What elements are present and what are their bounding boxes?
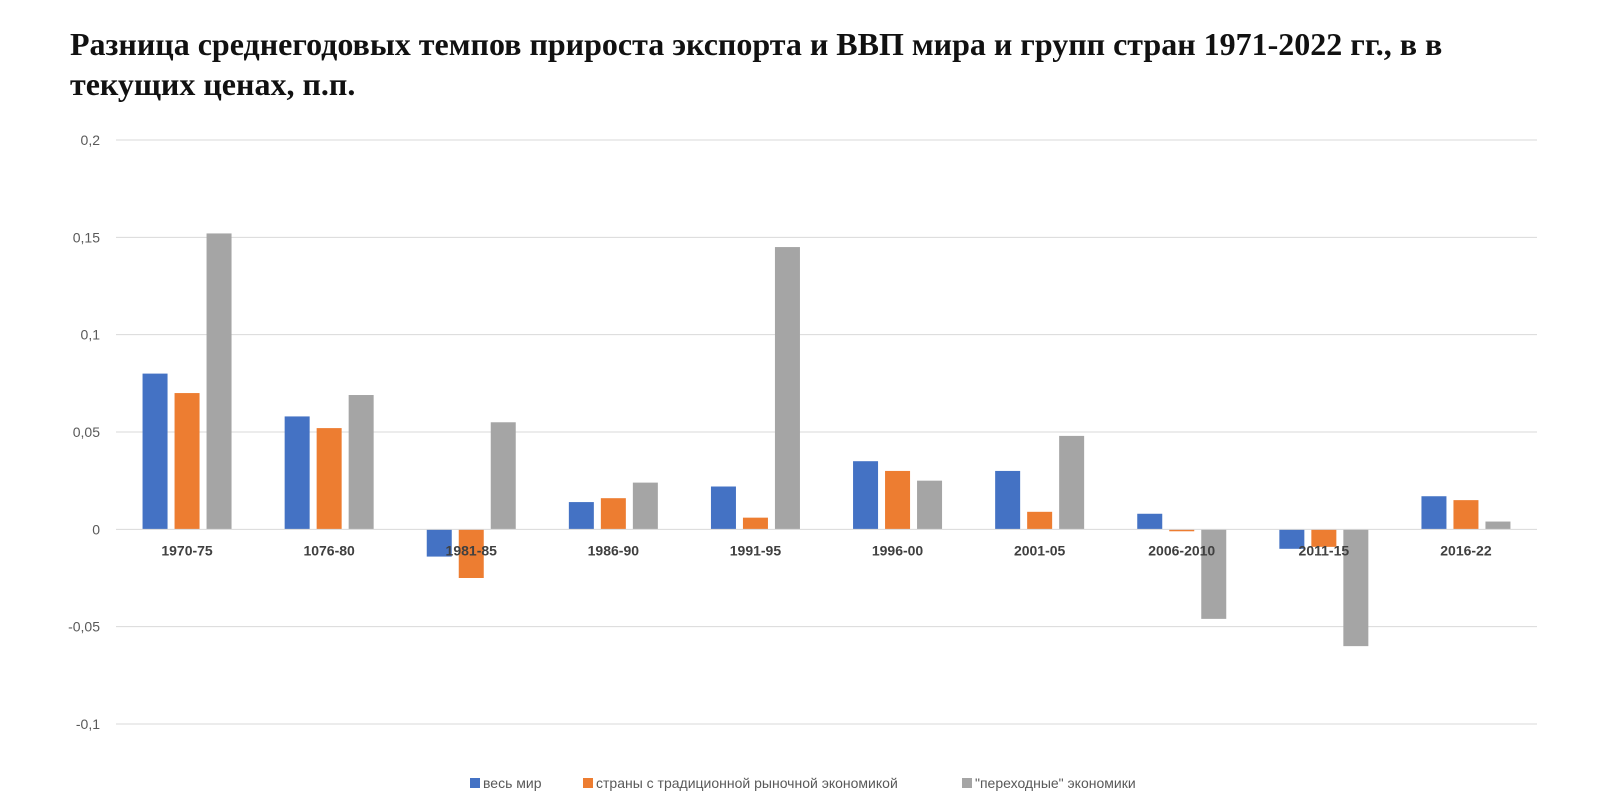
y-tick-label: 0 — [92, 521, 100, 537]
bar-1991-95-0 — [710, 486, 736, 530]
legend-item-2[interactable]: "переходные" экономики — [962, 775, 1136, 791]
bar-1981-85-0 — [426, 529, 452, 557]
bar-1991-95-1 — [742, 517, 768, 530]
y-tick-label: 0,15 — [73, 229, 100, 245]
bar-2011-15-1 — [1311, 529, 1337, 547]
bars — [142, 233, 1511, 647]
bar-1981-85-1 — [458, 529, 484, 578]
y-tick-label: 0,2 — [81, 132, 101, 148]
legend-swatch — [583, 778, 593, 788]
gridlines — [116, 139, 1537, 725]
bar-1991-95-2 — [774, 247, 800, 530]
bar-1076-80-1 — [316, 428, 342, 530]
bar-2016-22-2 — [1485, 521, 1511, 530]
x-category-label: 1970-75 — [161, 542, 213, 558]
legend-swatch — [962, 778, 972, 788]
bar-2011-15-0 — [1279, 529, 1305, 549]
bar-1981-85-2 — [490, 422, 516, 530]
legend-label: "переходные" экономики — [975, 775, 1136, 791]
chart-title: Разница среднегодовых темпов прироста эк… — [70, 26, 1443, 102]
legend-swatch — [470, 778, 480, 788]
bar-1986-90-2 — [632, 482, 658, 530]
bar-1076-80-2 — [348, 395, 374, 530]
y-axis-ticks: 0,2 0,15 0,1 0,05 0 -0,05 -0,1 — [68, 132, 100, 732]
bar-2006-2010-0 — [1137, 513, 1163, 530]
y-tick-label: 0,05 — [73, 424, 100, 440]
x-category-label: 1981-85 — [446, 542, 498, 558]
bar-1076-80-0 — [284, 416, 310, 530]
legend[interactable]: весь мир страны с традиционной рыночной э… — [470, 775, 1136, 791]
x-category-label: 1986-90 — [588, 542, 640, 558]
legend-item-1[interactable]: страны с традиционной рыночной экономико… — [583, 775, 898, 791]
bar-2016-22-0 — [1421, 496, 1447, 530]
legend-label: страны с традиционной рыночной экономико… — [596, 775, 898, 791]
bar-1996-00-2 — [917, 480, 943, 530]
y-tick-label: -0,05 — [68, 619, 100, 635]
bar-1986-90-0 — [568, 502, 594, 530]
x-category-label: 2011-15 — [1299, 542, 1350, 558]
bar-2001-05-2 — [1059, 435, 1085, 530]
y-tick-label: -0,1 — [76, 716, 100, 732]
bar-1970-75-2 — [206, 233, 232, 530]
x-category-label: 2016-22 — [1440, 542, 1492, 558]
x-category-label: 1076-80 — [303, 542, 355, 558]
y-tick-label: 0,1 — [81, 327, 101, 343]
legend-item-0[interactable]: весь мир — [470, 775, 542, 791]
x-axis-categories: 1970-75 1076-80 1981-85 1986-90 1991-95 1996-… — [161, 542, 1491, 558]
bar-1996-00-1 — [885, 470, 911, 530]
bar-1986-90-1 — [600, 498, 626, 530]
bar-1996-00-0 — [853, 461, 879, 530]
x-category-label: 2006-2010 — [1148, 542, 1215, 558]
x-category-label: 1996-00 — [872, 542, 924, 558]
legend-label: весь мир — [483, 775, 542, 791]
bar-2006-2010-2 — [1201, 529, 1227, 619]
bar-2001-05-0 — [995, 470, 1021, 530]
bar-2001-05-1 — [1027, 511, 1053, 530]
bar-2011-15-2 — [1343, 529, 1369, 647]
bar-1970-75-0 — [142, 373, 168, 530]
x-category-label: 2001-05 — [1014, 542, 1066, 558]
bar-1970-75-1 — [174, 393, 200, 530]
bar-2006-2010-1 — [1169, 529, 1195, 532]
bar-2016-22-1 — [1453, 500, 1479, 530]
x-category-label: 1991-95 — [730, 542, 782, 558]
